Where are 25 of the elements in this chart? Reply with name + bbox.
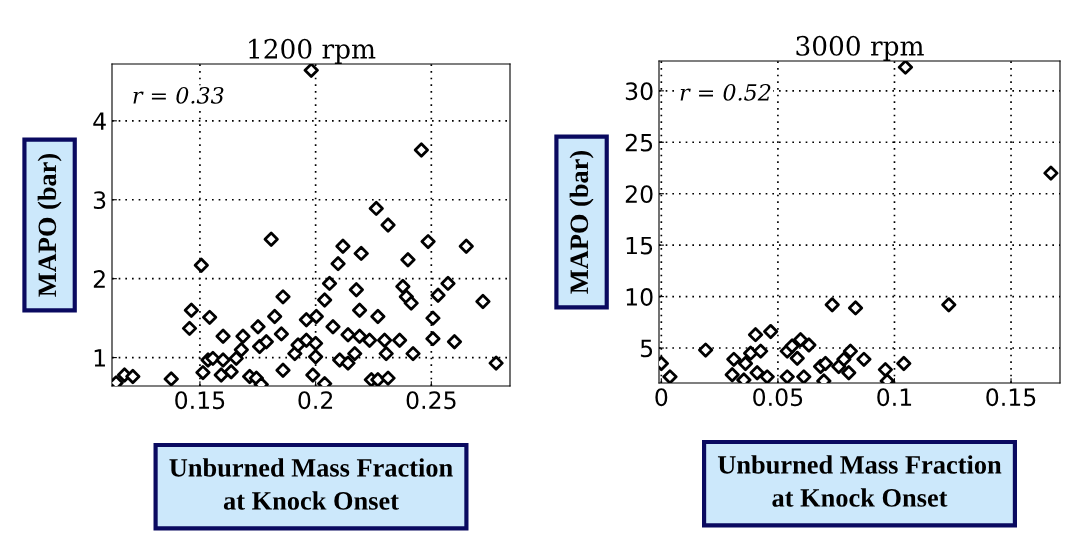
x-tick-label: 0.1 xyxy=(877,388,912,407)
y-tick-label: 3 xyxy=(93,191,106,210)
annotation: r = 0.33 xyxy=(133,86,224,104)
x-tick-label: 0.05 xyxy=(753,388,803,407)
y-tick-label: 5 xyxy=(640,339,653,358)
y-tick-label: 2 xyxy=(93,270,105,288)
x-tick-label: 0.25 xyxy=(406,391,456,410)
y-axis-title: MAPO (bar) xyxy=(37,153,62,297)
y-axis-title: MAPO (bar) xyxy=(569,150,594,294)
chart-title: 3000 rpm xyxy=(796,35,924,61)
y-tick-label: 4 xyxy=(93,112,106,130)
x-tick-label: 0.15 xyxy=(175,391,225,410)
x-tick-label: 0.15 xyxy=(986,388,1036,407)
y-tick-label: 20 xyxy=(625,185,653,204)
y-tick-label: 25 xyxy=(625,133,653,152)
annotation: r = 0.52 xyxy=(680,83,771,101)
y-tick-label: 15 xyxy=(626,236,653,255)
x-tick-label: 0 xyxy=(655,388,668,407)
y-tick-label: 30 xyxy=(625,82,653,101)
x-axis-title: Unburned Mass Fraction at Knock Onset xyxy=(717,455,1002,507)
x-axis-title: Unburned Mass Fraction at Knock Onset xyxy=(169,458,453,510)
chart-title: 1200 rpm xyxy=(249,38,376,64)
y-tick-label: 1 xyxy=(94,349,105,367)
y-tick-label: 10 xyxy=(626,288,653,306)
x-tick-label: 0.2 xyxy=(298,391,333,410)
